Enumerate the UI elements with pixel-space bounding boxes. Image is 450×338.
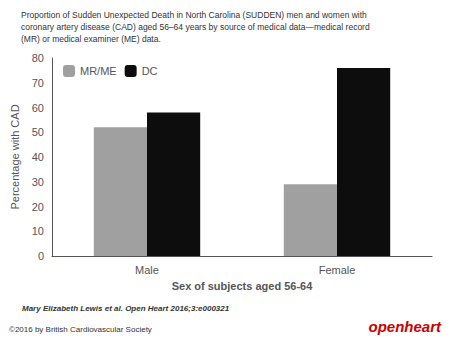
svg-text:Male: Male <box>135 264 159 276</box>
svg-text:MR/ME: MR/ME <box>80 65 117 77</box>
svg-text:©2016 by British Cardiovascula: ©2016 by British Cardiovascular Society <box>9 325 152 334</box>
svg-text:40: 40 <box>32 151 44 163</box>
svg-text:Proportion of Sudden Unexpecte: Proportion of Sudden Unexpected Death in… <box>21 10 367 20</box>
svg-text:10: 10 <box>32 225 44 237</box>
svg-text:70: 70 <box>32 77 44 89</box>
svg-text:(MR) or medical examiner (ME): (MR) or medical examiner (ME) data. <box>21 34 161 44</box>
svg-text:50: 50 <box>32 126 44 138</box>
svg-text:80: 80 <box>32 52 44 64</box>
svg-text:0: 0 <box>38 250 44 262</box>
svg-text:30: 30 <box>32 176 44 188</box>
svg-text:openheart: openheart <box>368 318 442 335</box>
svg-text:60: 60 <box>32 102 44 114</box>
svg-text:20: 20 <box>32 201 44 213</box>
svg-text:Female: Female <box>319 264 356 276</box>
svg-text:Sex of subjects aged 56-64: Sex of subjects aged 56-64 <box>172 280 313 292</box>
svg-text:DC: DC <box>142 65 158 77</box>
svg-text:Percentage with CAD: Percentage with CAD <box>9 104 21 209</box>
svg-text:coronary artery disease (CAD): coronary artery disease (CAD) aged 56–64… <box>21 22 370 32</box>
svg-text:Mary Elizabeth Lewis et al. Op: Mary Elizabeth Lewis et al. Open Heart 2… <box>22 304 230 313</box>
